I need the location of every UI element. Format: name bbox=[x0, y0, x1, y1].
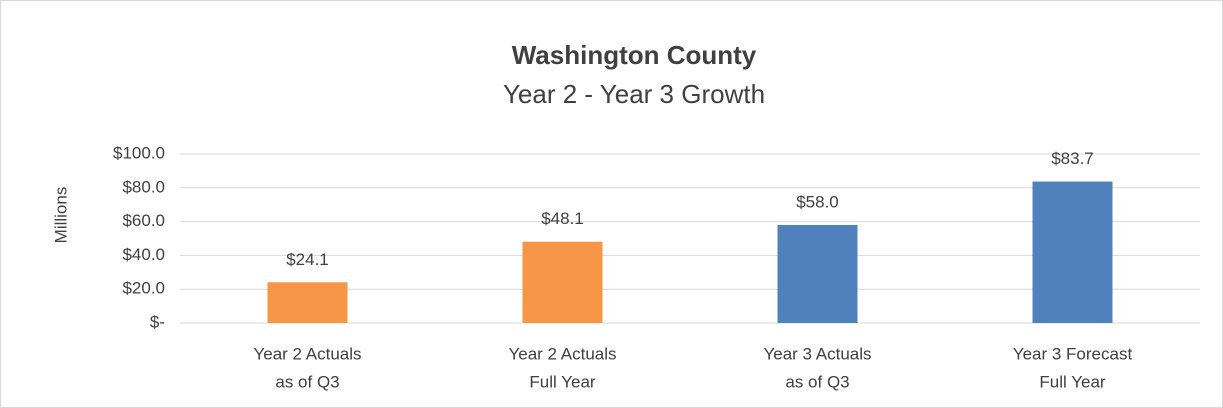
data-label: $48.1 bbox=[541, 209, 584, 228]
chart-title: Washington County bbox=[512, 40, 757, 70]
bar bbox=[1032, 181, 1113, 323]
x-tick-label: Year 3 Forecast bbox=[1013, 344, 1133, 363]
y-tick-label: $60.0 bbox=[122, 211, 165, 230]
y-tick-label: $100.0 bbox=[113, 143, 165, 162]
x-tick-label: Year 3 Actuals bbox=[763, 344, 871, 363]
bar bbox=[267, 282, 348, 323]
x-tick-label: Full Year bbox=[529, 372, 595, 391]
data-label: $83.7 bbox=[1051, 149, 1094, 168]
x-tick-label: as of Q3 bbox=[785, 372, 849, 391]
y-tick-label: $80.0 bbox=[122, 177, 165, 196]
y-tick-label: $40.0 bbox=[122, 245, 165, 264]
y-tick-label: $20.0 bbox=[122, 279, 165, 298]
bar bbox=[522, 241, 603, 323]
bar bbox=[777, 224, 858, 323]
y-tick-label: $- bbox=[150, 312, 165, 331]
x-tick-label: Full Year bbox=[1039, 372, 1105, 391]
data-label: $24.1 bbox=[286, 250, 329, 269]
data-label: $58.0 bbox=[796, 192, 839, 211]
y-axis-label: Millions bbox=[51, 187, 70, 244]
x-tick-label: as of Q3 bbox=[275, 372, 339, 391]
chart-subtitle: Year 2 - Year 3 Growth bbox=[503, 79, 765, 109]
x-tick-label: Year 2 Actuals bbox=[253, 344, 361, 363]
x-tick-label: Year 2 Actuals bbox=[508, 344, 616, 363]
